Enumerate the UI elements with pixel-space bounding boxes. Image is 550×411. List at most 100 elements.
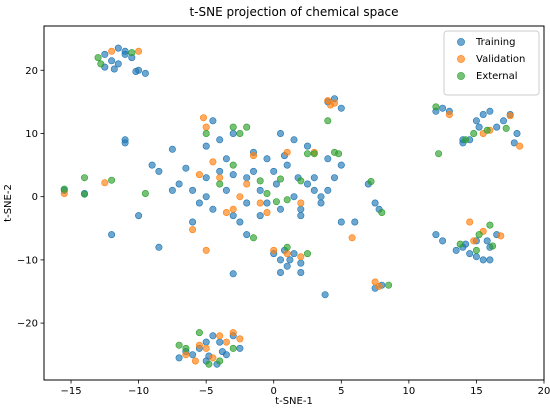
- point-training-13: [121, 139, 129, 147]
- point-training-36: [297, 212, 305, 220]
- point-training-117: [452, 246, 460, 254]
- point-external-30: [216, 357, 224, 365]
- point-training-27: [229, 212, 237, 220]
- point-training-84: [189, 351, 197, 359]
- point-external-33: [175, 341, 183, 349]
- point-validation-37: [371, 278, 379, 286]
- point-validation-8: [209, 158, 217, 166]
- point-training-54: [263, 155, 271, 163]
- point-training-121: [479, 256, 487, 264]
- x-axis-label: t-SNE-1: [275, 396, 313, 407]
- point-training-129: [371, 199, 379, 207]
- point-external-41: [456, 240, 464, 248]
- point-training-9: [121, 50, 129, 58]
- point-training-10: [132, 68, 140, 76]
- point-training-133: [297, 268, 305, 276]
- point-training-5: [141, 69, 149, 77]
- point-external-27: [303, 250, 311, 258]
- point-training-74: [283, 262, 291, 270]
- point-training-22: [202, 174, 210, 182]
- point-training-62: [168, 145, 176, 153]
- legend-label-external: External: [476, 71, 518, 82]
- point-external-3: [60, 185, 68, 193]
- point-training-51: [330, 174, 338, 182]
- point-training-50: [317, 193, 325, 201]
- point-validation-36: [182, 351, 190, 359]
- point-validation-3: [101, 179, 109, 187]
- point-validation-7: [200, 114, 208, 122]
- point-training-16: [155, 243, 163, 251]
- point-external-47: [367, 178, 375, 186]
- point-training-19: [182, 164, 190, 172]
- point-training-33: [276, 205, 284, 213]
- point-training-131: [351, 218, 359, 226]
- x-tick-label: −5: [199, 386, 214, 397]
- point-external-1: [97, 60, 105, 68]
- point-training-87: [209, 332, 217, 340]
- point-training-86: [202, 338, 210, 346]
- point-external-28: [182, 344, 190, 352]
- point-training-132: [276, 268, 284, 276]
- point-training-34: [283, 161, 291, 169]
- point-validation-39: [445, 111, 453, 119]
- point-external-9: [236, 130, 244, 138]
- x-tick-label: −15: [60, 386, 81, 397]
- point-validation-27: [348, 234, 356, 242]
- y-tick-label: 0: [32, 192, 38, 203]
- point-training-0: [101, 50, 109, 58]
- point-training-61: [148, 161, 156, 169]
- y-tick-label: 20: [25, 66, 38, 77]
- y-ticks: −20 −10 0 10 20: [17, 66, 44, 330]
- point-training-82: [321, 291, 329, 299]
- point-external-46: [378, 209, 386, 217]
- point-external-32: [205, 360, 213, 368]
- point-training-83: [229, 270, 237, 278]
- point-training-21: [195, 199, 203, 207]
- point-validation-11: [243, 180, 251, 188]
- point-training-47: [276, 130, 284, 138]
- point-validation-38: [375, 282, 383, 290]
- point-external-23: [272, 198, 280, 206]
- point-external-45: [475, 231, 483, 239]
- series-external: [60, 49, 510, 368]
- point-training-105: [472, 117, 480, 125]
- point-validation-15: [297, 199, 305, 207]
- x-tick-label: 20: [538, 386, 550, 397]
- point-training-67: [202, 193, 210, 201]
- point-training-71: [209, 205, 217, 213]
- point-validation-31: [222, 338, 230, 346]
- point-validation-1: [135, 47, 143, 55]
- x-tick-label: 0: [271, 386, 277, 397]
- point-external-29: [195, 329, 203, 337]
- point-validation-28: [195, 341, 203, 349]
- point-training-78: [286, 256, 294, 264]
- point-training-31: [263, 199, 271, 207]
- point-external-24: [335, 150, 343, 158]
- point-external-19: [229, 123, 237, 131]
- point-validation-18: [222, 209, 230, 217]
- point-training-30: [256, 186, 264, 194]
- point-external-11: [229, 161, 237, 169]
- chart-title: t-SNE projection of chemical space: [189, 5, 398, 19]
- point-validation-12: [256, 199, 264, 207]
- point-external-18: [297, 177, 305, 185]
- point-external-20: [250, 234, 258, 242]
- point-training-58: [272, 180, 280, 188]
- x-tick-label: 15: [470, 386, 483, 397]
- point-external-42: [472, 246, 480, 254]
- point-training-109: [499, 117, 507, 125]
- point-external-15: [310, 150, 318, 158]
- point-training-46: [256, 212, 264, 220]
- point-external-0: [94, 54, 102, 62]
- point-external-37: [462, 136, 470, 144]
- point-training-70: [324, 186, 332, 194]
- point-external-31: [229, 344, 237, 352]
- point-training-28: [243, 174, 251, 182]
- x-tick-label: 10: [402, 386, 415, 397]
- point-training-57: [250, 167, 258, 175]
- point-training-48: [290, 136, 298, 144]
- legend-box: [443, 30, 540, 96]
- point-external-22: [216, 180, 224, 188]
- point-validation-0: [108, 47, 116, 55]
